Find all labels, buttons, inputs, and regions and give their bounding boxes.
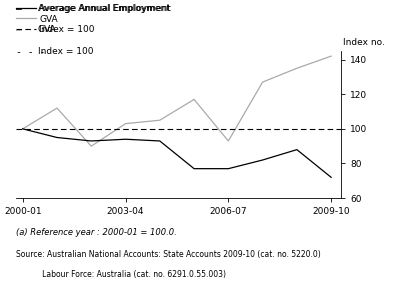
Legend: Average Annual Employment, GVA, Index = 100: Average Annual Employment, GVA, Index = … [16,4,171,34]
Text: Index = 100: Index = 100 [38,47,93,56]
Text: - - -: - - - [16,47,45,57]
Text: (a) Reference year : 2000-01 = 100.0.: (a) Reference year : 2000-01 = 100.0. [16,228,177,237]
Text: Labour Force: Australia (cat. no. 6291.0.55.003): Labour Force: Australia (cat. no. 6291.0… [16,270,226,279]
Text: —: — [16,4,22,14]
Text: —: — [16,25,22,35]
Text: GVA: GVA [38,25,56,35]
Text: Average Annual Employment: Average Annual Employment [38,4,170,13]
Text: Index no.: Index no. [343,38,385,47]
Text: Source: Australian National Accounts: State Accounts 2009-10 (cat. no. 5220.0): Source: Australian National Accounts: St… [16,250,321,260]
